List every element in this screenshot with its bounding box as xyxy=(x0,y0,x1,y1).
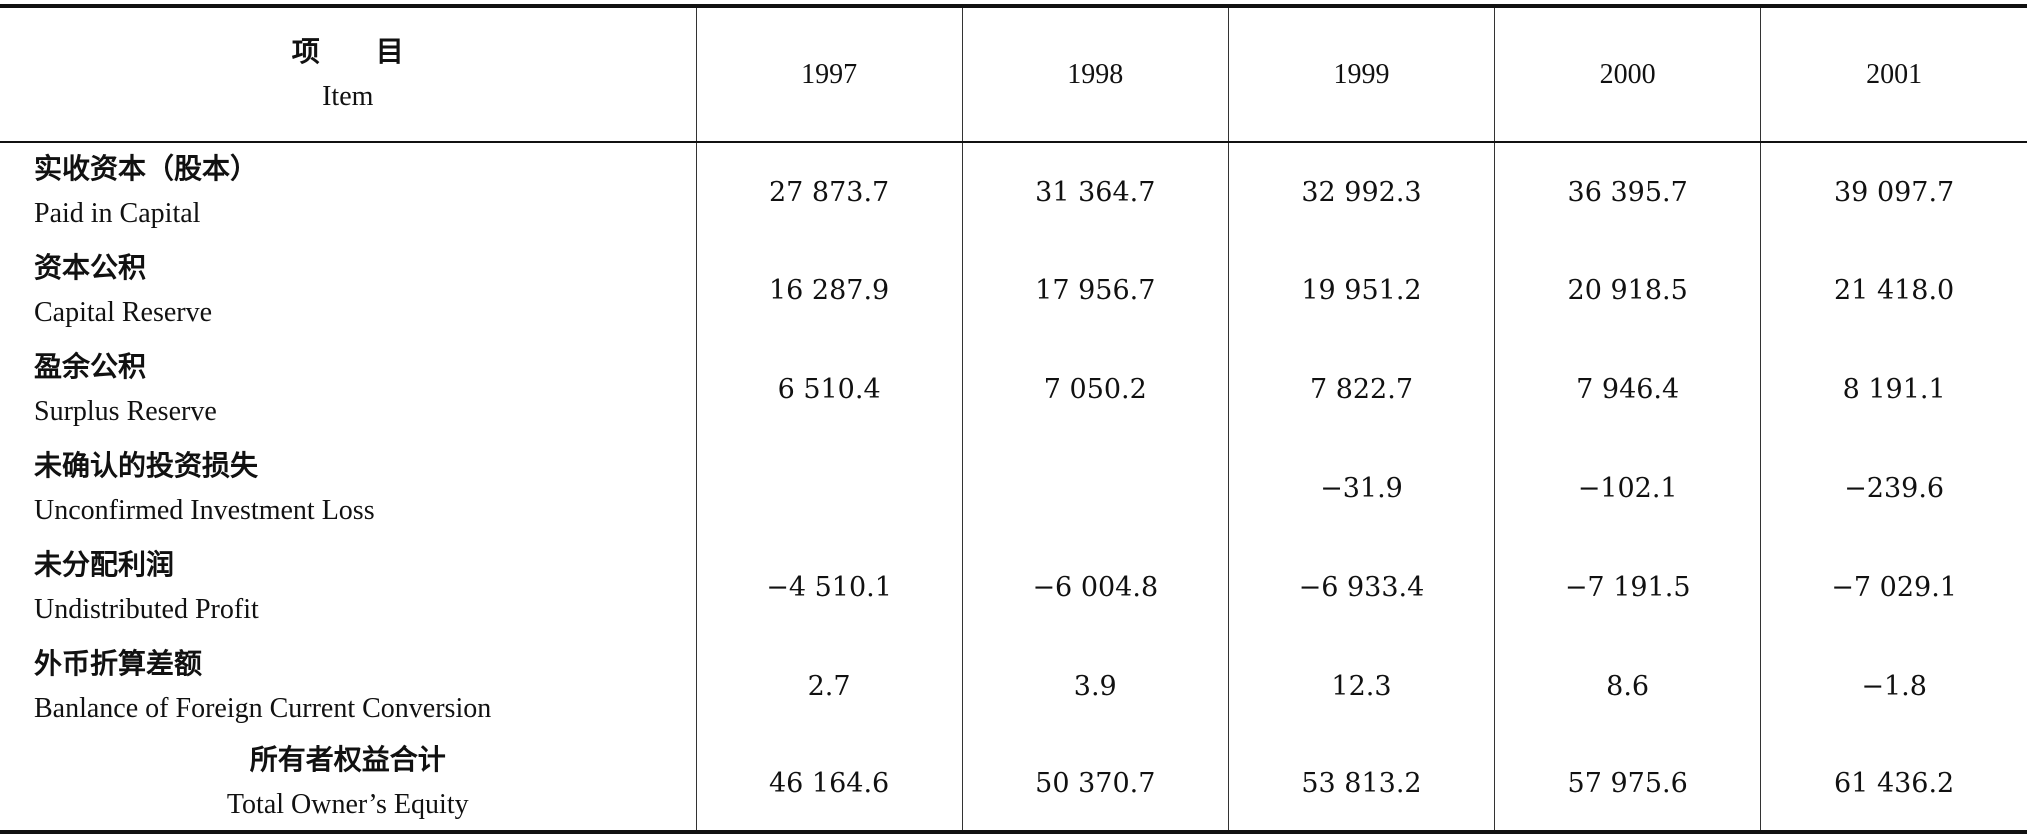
value-cell: 32 992.3 xyxy=(1227,142,1495,241)
label-zh: 外币折算差额 xyxy=(34,648,203,680)
value-cell: −102.1 xyxy=(1494,439,1761,538)
value-cell: 21 418.0 xyxy=(1760,241,2027,340)
data-row: 盈余公积 Surplus Reserve 6 510.4 7 050.2 7 822.7… xyxy=(0,340,2027,439)
label-zh: 盈余公积 xyxy=(34,351,147,383)
value-cell: 8.6 xyxy=(1494,637,1761,736)
value-cell: 7 050.2 xyxy=(961,340,1229,439)
data-row: 外币折算差额 Banlance of Foreign Current Conver… xyxy=(0,637,2027,736)
value-cell xyxy=(695,439,963,538)
value-cell: 17 956.7 xyxy=(961,241,1229,340)
page: 项 目 Item 1997 1998 1999 2000 2001 实收资本（股本） Pa… xyxy=(0,4,2027,836)
label-en: Total Owner’s Equity xyxy=(226,789,469,820)
header-row: 项 目 Item 1997 1998 1999 2000 2001 xyxy=(0,6,2027,142)
value-cell: 31 364.7 xyxy=(961,142,1229,241)
value-cell: −31.9 xyxy=(1227,439,1495,538)
value-cell: 53 813.2 xyxy=(1227,736,1495,832)
value-cell: 50 370.7 xyxy=(961,736,1229,832)
value-cell: 3.9 xyxy=(961,637,1229,736)
year-header: 2001 xyxy=(1760,6,2027,142)
label-zh: 未分配利润 xyxy=(34,549,175,581)
year-header: 1998 xyxy=(961,6,1229,142)
value-cell: 16 287.9 xyxy=(695,241,963,340)
value-cell: −239.6 xyxy=(1760,439,2027,538)
label-zh: 未确认的投资损失 xyxy=(34,450,259,482)
value-cell: −7 191.5 xyxy=(1494,538,1761,637)
value-cell: 7 822.7 xyxy=(1227,340,1495,439)
row-label: 盈余公积 Surplus Reserve xyxy=(0,340,696,439)
value-cell: −4 510.1 xyxy=(695,538,963,637)
value-cell: 57 975.6 xyxy=(1494,736,1761,832)
label-en: Surplus Reserve xyxy=(34,395,217,427)
table-body: 实收资本（股本） Paid in Capital 27 873.7 31 364.7 3… xyxy=(0,142,2027,832)
value-cell: 36 395.7 xyxy=(1494,142,1761,241)
value-cell: −7 029.1 xyxy=(1760,538,2027,637)
value-cell: 39 097.7 xyxy=(1760,142,2027,241)
item-en: Item xyxy=(322,80,374,112)
value-cell: 27 873.7 xyxy=(695,142,963,241)
value-cell: 19 951.2 xyxy=(1227,241,1495,340)
value-cell: −6 933.4 xyxy=(1227,538,1495,637)
row-label: 资本公积 Capital Reserve xyxy=(0,241,696,340)
value-cell: −1.8 xyxy=(1760,637,2027,736)
equity-table: 项 目 Item 1997 1998 1999 2000 2001 实收资本（股本） Pa… xyxy=(0,4,2027,834)
value-cell: 6 510.4 xyxy=(695,340,963,439)
data-row: 资本公积 Capital Reserve 16 287.9 17 956.7 19 95… xyxy=(0,241,2027,340)
label-en: Unconfirmed Investment Loss xyxy=(34,494,375,526)
label-en: Undistributed Profit xyxy=(34,593,259,625)
label-zh: 资本公积 xyxy=(34,252,147,284)
value-cell: 61 436.2 xyxy=(1760,736,2027,832)
year-header: 1999 xyxy=(1227,6,1495,142)
label-zh: 实收资本（股本） xyxy=(34,154,259,185)
label-zh: 所有者权益合计 xyxy=(249,745,446,776)
year-header: 1997 xyxy=(695,6,963,142)
year-header: 2000 xyxy=(1494,6,1761,142)
label-en: Banlance of Foreign Current Conversion xyxy=(34,692,492,724)
value-cell: −6 004.8 xyxy=(961,538,1229,637)
value-cell: 7 946.4 xyxy=(1494,340,1761,439)
item-zh: 项 目 xyxy=(291,36,404,68)
row-label: 外币折算差额 Banlance of Foreign Current Conver… xyxy=(0,637,696,736)
row-label: 未确认的投资损失 Unconfirmed Investment Loss xyxy=(0,439,696,538)
total-row: 所有者权益合计 Total Owner’s Equity 46 164.6 50 37… xyxy=(0,736,2027,832)
row-label: 未分配利润 Undistributed Profit xyxy=(0,538,696,637)
row-label: 实收资本（股本） Paid in Capital xyxy=(0,142,696,241)
data-row: 实收资本（股本） Paid in Capital 27 873.7 31 364.7 3… xyxy=(0,142,2027,241)
data-row: 未确认的投资损失 Unconfirmed Investment Loss −31.9… xyxy=(0,439,2027,538)
value-cell: 12.3 xyxy=(1227,637,1495,736)
item-header: 项 目 Item xyxy=(0,6,696,142)
value-cell: 2.7 xyxy=(695,637,963,736)
value-cell: 46 164.6 xyxy=(695,736,963,832)
label-en: Paid in Capital xyxy=(34,198,201,229)
value-cell: 20 918.5 xyxy=(1494,241,1761,340)
label-en: Capital Reserve xyxy=(34,296,213,328)
data-row: 未分配利润 Undistributed Profit −4 510.1 −6 004.… xyxy=(0,538,2027,637)
value-cell xyxy=(961,439,1229,538)
value-cell: 8 191.1 xyxy=(1760,340,2027,439)
row-label: 所有者权益合计 Total Owner’s Equity xyxy=(0,736,696,832)
